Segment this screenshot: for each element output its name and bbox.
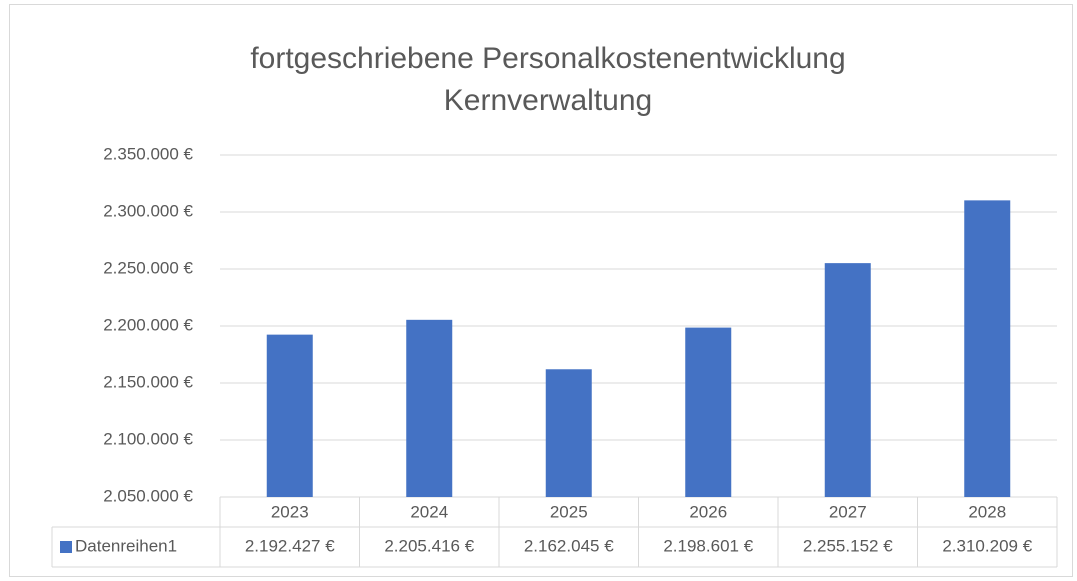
table-value: 2.310.209 € [942,536,1032,555]
table-value: 2.255.152 € [803,536,893,555]
table-value: 2.162.045 € [524,536,614,555]
x-tick-label: 2025 [550,502,588,521]
y-tick-label: 2.250.000 € [103,258,193,277]
y-tick-label: 2.350.000 € [103,144,193,163]
table-value: 2.198.601 € [663,536,753,555]
table-value: 2.205.416 € [384,536,474,555]
legend-swatch [60,541,72,553]
x-tick-label: 2024 [410,502,448,521]
y-tick-label: 2.050.000 € [103,486,193,505]
y-tick-label: 2.200.000 € [103,315,193,334]
y-tick-label: 2.100.000 € [103,429,193,448]
bar [824,263,871,497]
x-tick-label: 2023 [271,502,309,521]
bar [266,334,313,497]
x-tick-label: 2027 [829,502,867,521]
bar [685,327,732,497]
y-tick-label: 2.150.000 € [103,372,193,391]
bar [964,200,1011,497]
chart-border [9,4,1073,577]
table-value: 2.192.427 € [245,536,335,555]
x-tick-label: 2028 [968,502,1006,521]
bar [545,369,592,497]
y-tick-label: 2.300.000 € [103,201,193,220]
legend-label: Datenreihen1 [75,536,177,555]
chart-title: fortgeschriebene Personalkostenentwicklu… [250,42,846,117]
x-tick-label: 2026 [689,502,727,521]
bar [406,319,453,497]
